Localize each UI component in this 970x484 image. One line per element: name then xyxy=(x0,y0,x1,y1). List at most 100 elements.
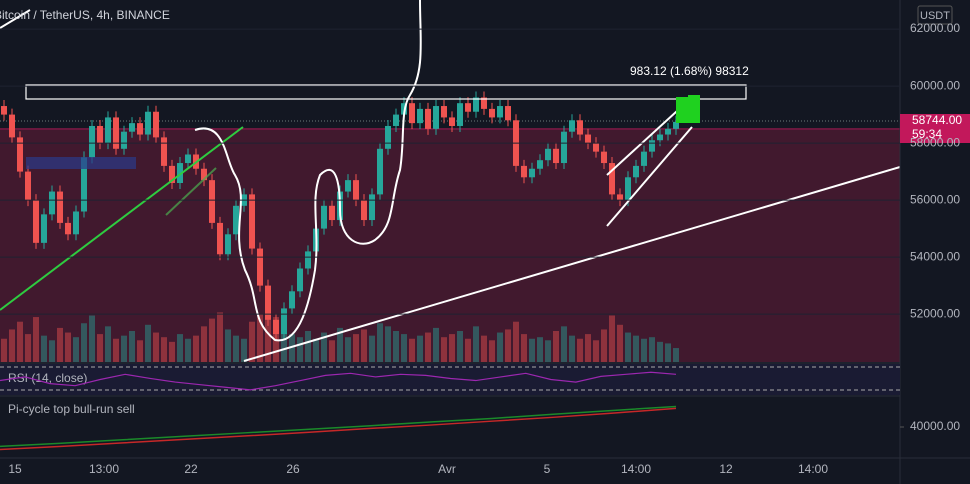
volume-bar xyxy=(561,326,567,362)
candle xyxy=(137,123,143,135)
candle xyxy=(385,125,391,149)
candle xyxy=(185,154,191,164)
volume-bar xyxy=(481,335,487,362)
volume-bar xyxy=(505,329,511,362)
volume-bar xyxy=(193,335,199,362)
candle xyxy=(209,180,215,223)
volume-bar xyxy=(105,326,111,362)
volume-bar xyxy=(65,332,71,362)
candle xyxy=(9,114,15,138)
x-tick-label: Avr xyxy=(438,462,456,476)
candle xyxy=(25,171,31,201)
candle xyxy=(225,234,231,255)
volume-bar xyxy=(601,329,607,362)
candle xyxy=(673,121,679,129)
x-tick-label: 14:00 xyxy=(798,462,828,476)
volume-bar xyxy=(401,334,407,362)
volume-bar xyxy=(665,343,671,362)
volume-bar xyxy=(73,337,79,362)
volume-bar xyxy=(465,338,471,362)
rsi-title: RSI (14, close) xyxy=(8,371,87,385)
candle xyxy=(17,137,23,172)
volume-bar xyxy=(313,338,319,362)
y-tick-label: 62000.00 xyxy=(910,21,960,35)
volume-bar xyxy=(577,338,583,362)
volume-bar xyxy=(249,321,255,362)
candle xyxy=(473,97,479,112)
volume-bar xyxy=(569,335,575,362)
candle xyxy=(1,106,7,115)
blue-box xyxy=(26,157,136,169)
candle xyxy=(201,168,207,181)
volume-bar xyxy=(257,313,263,362)
candle xyxy=(665,128,671,135)
volume-bar xyxy=(641,338,647,362)
candle xyxy=(585,134,591,144)
green-line xyxy=(165,167,217,216)
volume-bar xyxy=(657,341,663,362)
candle xyxy=(57,191,63,223)
candle xyxy=(457,103,463,126)
volume-bar xyxy=(129,331,135,362)
volume-bar xyxy=(113,338,119,362)
volume-bar xyxy=(49,340,55,362)
candle xyxy=(601,151,607,164)
candle xyxy=(521,165,527,178)
candle xyxy=(281,308,287,335)
volume-bar xyxy=(489,340,495,362)
candle xyxy=(169,165,175,183)
volume-bar xyxy=(537,337,543,362)
volume-bar xyxy=(17,321,23,362)
price-tag xyxy=(900,114,970,143)
candle xyxy=(121,131,127,149)
volume-bar xyxy=(121,335,127,362)
y-tick-label: 54000.00 xyxy=(910,249,960,263)
candle xyxy=(489,108,495,118)
candle xyxy=(649,140,655,152)
volume-bar xyxy=(329,340,335,362)
volume-bar xyxy=(217,312,223,362)
countdown: 59:34 xyxy=(912,127,942,141)
pi-line xyxy=(0,407,677,451)
candle xyxy=(441,106,447,118)
x-tick-label: 14:00 xyxy=(621,462,651,476)
y-tick-label: 58000.00 xyxy=(910,135,960,149)
candle xyxy=(145,111,151,135)
candle xyxy=(449,117,455,126)
volume-bar xyxy=(385,326,391,362)
volume-bar xyxy=(545,340,551,362)
volume-bar xyxy=(377,323,383,362)
candle xyxy=(257,248,263,286)
volume-bar xyxy=(553,331,559,362)
volume-bar xyxy=(353,334,359,362)
volume-bar xyxy=(585,334,591,362)
candle xyxy=(609,163,615,195)
candle xyxy=(345,180,351,192)
x-tick-label: 26 xyxy=(286,462,300,476)
volume-bar xyxy=(177,334,183,362)
volume-bar xyxy=(81,323,87,362)
volume-bar xyxy=(337,327,343,362)
volume-bar xyxy=(393,331,399,362)
candle xyxy=(617,194,623,201)
candle xyxy=(41,214,47,243)
pi-line xyxy=(0,405,677,448)
candle xyxy=(217,222,223,255)
volume-bar xyxy=(633,335,639,362)
volume-bar xyxy=(137,340,143,362)
candle xyxy=(417,108,423,124)
currency: USDT xyxy=(920,10,950,22)
candle xyxy=(305,251,311,269)
candle xyxy=(65,222,71,235)
x-tick-label: 15 xyxy=(8,462,22,476)
volume-bar xyxy=(513,321,519,362)
volume-bar xyxy=(201,326,207,362)
candle xyxy=(73,211,79,235)
volume-bar xyxy=(1,338,7,362)
candle xyxy=(49,191,55,215)
candle xyxy=(569,120,575,132)
volume-bar xyxy=(673,348,679,362)
candle xyxy=(577,120,583,135)
